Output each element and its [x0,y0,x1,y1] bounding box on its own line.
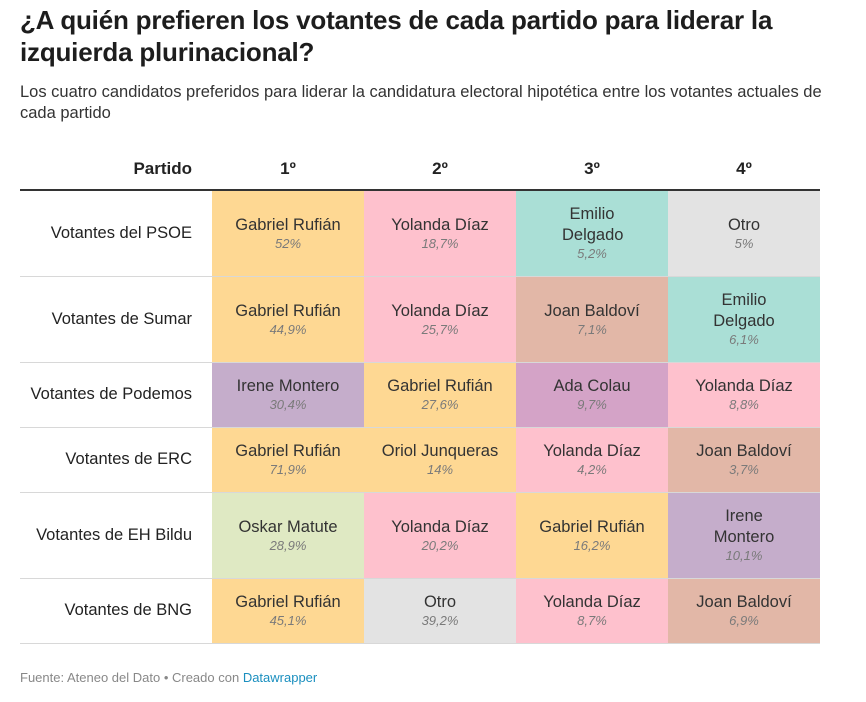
party-label: Votantes de ERC [20,427,212,493]
candidate-percentage: 8,7% [577,613,607,628]
candidate-cell: Gabriel Rufián 44,9% [212,276,364,363]
candidate-percentage: 4,2% [577,462,607,477]
candidate-name: Emilio Delgado [713,291,775,330]
candidate-percentage: 44,9% [269,321,307,337]
candidate-percentage: 5,2% [577,246,607,262]
candidate-cell: Yolanda Díaz 8,7% [516,578,668,644]
header-partido: Partido [20,148,212,191]
candidate-cell: Yolanda Díaz 8,8% [668,362,820,428]
candidate-cell: Emilio Delgado 6,1% [668,276,820,363]
candidate-cell: Gabriel Rufián 52% [212,190,364,277]
candidate-percentage: 16,2% [573,537,611,553]
candidate-percentage: 25,7% [421,321,459,337]
party-label: Votantes de Sumar [20,276,212,363]
candidate-name: Irene Montero [713,507,775,546]
table-row: Votantes de EH Bildu Oskar Matute 28,9% Yol… [20,492,820,579]
candidate-percentage: 30,4% [269,397,307,412]
candidate-cell: Irene Montero 30,4% [212,362,364,428]
datawrapper-link[interactable]: Datawrapper [242,670,318,685]
candidate-name: Emilio Delgado [562,205,624,245]
candidate-percentage: 27,6% [421,397,459,412]
candidate-percentage: 5% [734,235,754,251]
chart-subtitle: Los cuatro candidatos preferidos para li… [20,83,822,122]
header-rank-4: 4º [668,148,820,191]
candidate-name: Gabriel Rufián [235,301,341,320]
candidate-percentage: 18,7% [421,235,459,251]
candidate-percentage: 6,1% [729,332,759,347]
candidate-cell: Gabriel Rufián 71,9% [212,427,364,493]
candidate-name: Yolanda Díaz [543,593,641,611]
candidate-name: Gabriel Rufián [387,377,493,395]
candidate-name: Otro [423,593,457,611]
party-label: Votantes de BNG [20,578,212,644]
candidate-cell: Joan Baldoví 7,1% [516,276,668,363]
party-label: Votantes del PSOE [20,190,212,277]
footer: Fuente: Ateneo del Dato • Creado con Dat… [20,670,317,685]
candidate-cell: Yolanda Díaz 4,2% [516,427,668,493]
party-label: Votantes de EH Bildu [20,492,212,579]
table-row: Votantes del PSOE Gabriel Rufián 52% Yoland… [20,190,820,277]
table-body: Votantes del PSOE Gabriel Rufián 52% Yoland… [20,190,820,644]
candidate-name: Gabriel Rufián [235,442,341,460]
candidate-percentage: 39,2% [421,613,459,628]
candidate-cell: Yolanda Díaz 18,7% [364,190,516,277]
candidate-percentage: 3,7% [729,462,759,477]
candidate-name: Yolanda Díaz [391,301,489,320]
candidate-name: Yolanda Díaz [391,517,489,536]
candidate-cell: Gabriel Rufián 16,2% [516,492,668,579]
candidate-name: Gabriel Rufián [539,517,645,536]
header-rank-2: 2º [364,148,516,191]
candidate-cell: Joan Baldoví 6,9% [668,578,820,644]
party-label: Votantes de Podemos [20,362,212,428]
header-rank-1: 1º [212,148,364,191]
table-header-row: Partido 1º 2º 3º 4º [20,148,820,191]
candidate-name: Joan Baldoví [696,442,792,460]
candidate-name: Oriol Junqueras [381,442,499,460]
candidate-cell: Gabriel Rufián 27,6% [364,362,516,428]
candidate-percentage: 6,9% [729,613,759,628]
candidate-cell: Emilio Delgado 5,2% [516,190,668,277]
candidate-name: Irene Montero [236,377,340,395]
candidate-percentage: 14% [426,462,454,477]
candidate-name: Ada Colau [553,377,631,395]
candidate-percentage: 9,7% [577,397,607,412]
candidate-cell: Oriol Junqueras 14% [364,427,516,493]
candidate-cell: Gabriel Rufián 45,1% [212,578,364,644]
candidate-name: Joan Baldoví [696,593,792,611]
chart-title: ¿A quién prefieren los votantes de cada … [20,5,773,67]
candidate-percentage: 71,9% [269,462,307,477]
candidate-percentage: 28,9% [269,537,307,553]
candidate-cell: Irene Montero 10,1% [668,492,820,579]
preference-table: Partido 1º 2º 3º 4º Votantes del PSOE Gab… [20,148,820,644]
table-row: Votantes de Sumar Gabriel Rufián 44,9% Yola… [20,276,820,363]
candidate-cell: Yolanda Díaz 25,7% [364,276,516,363]
candidate-cell: Yolanda Díaz 20,2% [364,492,516,579]
candidate-name: Yolanda Díaz [543,442,641,460]
candidate-cell: Oskar Matute 28,9% [212,492,364,579]
candidate-name: Gabriel Rufián [235,593,341,611]
candidate-percentage: 7,1% [577,321,607,337]
candidate-name: Gabriel Rufián [235,215,341,234]
candidate-percentage: 10,1% [725,548,763,563]
candidate-name: Oskar Matute [238,517,338,536]
candidate-percentage: 8,8% [729,397,759,412]
candidate-name: Yolanda Díaz [391,215,489,234]
candidate-name: Joan Baldoví [544,301,640,320]
candidate-cell: Ada Colau 9,7% [516,362,668,428]
candidate-name: Yolanda Díaz [695,377,793,395]
candidate-cell: Otro 39,2% [364,578,516,644]
candidate-cell: Otro 5% [668,190,820,277]
header-rank-3: 3º [516,148,668,191]
candidate-percentage: 52% [274,235,302,251]
table-row: Votantes de BNG Gabriel Rufián 45,1% Otro 39… [20,578,820,644]
candidate-percentage: 20,2% [421,537,459,553]
table-row: Votantes de Podemos Irene Montero 30,4% Gab… [20,362,820,428]
candidate-cell: Joan Baldoví 3,7% [668,427,820,493]
candidate-name: Otro [727,215,761,234]
footer-source: Fuente: Ateneo del Dato • Creado con [20,670,243,685]
table-row: Votantes de ERC Gabriel Rufián 71,9% Oriol … [20,427,820,493]
candidate-percentage: 45,1% [269,613,307,628]
